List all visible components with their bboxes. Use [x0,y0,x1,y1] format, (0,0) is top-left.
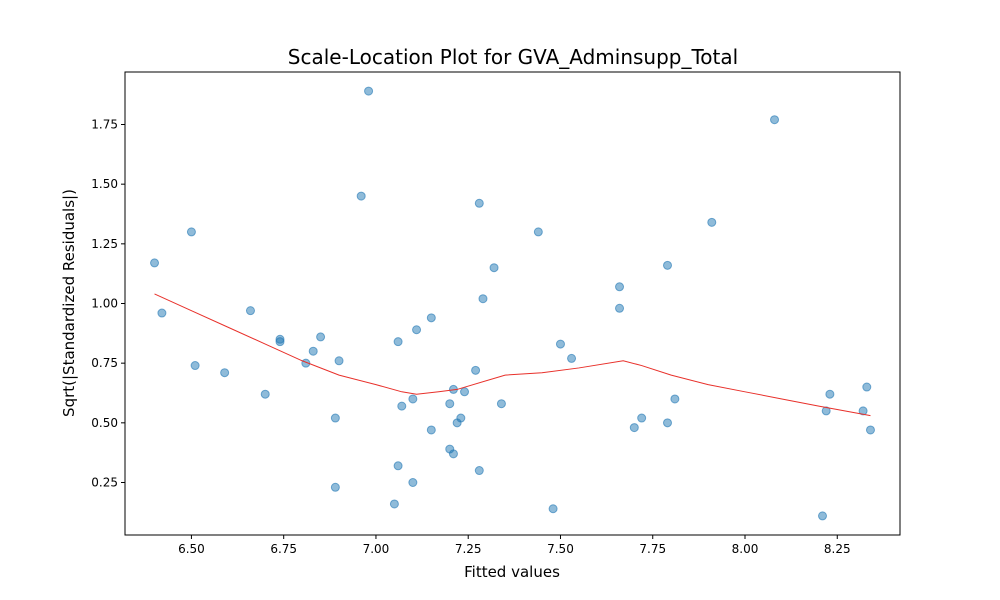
data-point-9 [275,337,285,347]
data-point-22 [408,394,418,404]
y-axis-label: Sqrt(|Standardized Residuals|) [60,189,78,417]
x-tick-label: 8.25 [824,542,851,556]
y-tick-label: 0.75 [91,356,118,370]
data-point-12 [316,332,326,342]
data-point-2 [157,308,167,318]
data-point-20 [393,337,403,347]
data-point-36 [474,466,484,476]
data-point-52 [770,115,780,125]
y-axis: 0.25 0.50 0.75 1.00 1.25 1.50 1.75 [91,118,125,489]
data-point-26 [426,425,436,435]
data-point-57 [862,382,872,392]
data-point-7 [260,389,270,399]
data-point-30 [448,449,458,459]
data-point-27 [445,399,455,409]
data-point-56 [858,406,868,416]
y-tick-label: 1.50 [91,177,118,191]
data-point-55 [825,389,835,399]
data-point-25 [426,313,436,323]
data-point-34 [471,365,481,375]
data-point-17 [364,86,374,96]
y-tick-label: 1.75 [91,118,118,132]
data-point-13 [330,413,340,423]
y-tick-label: 0.50 [91,416,118,430]
axes-frame [124,71,901,536]
data-point-23 [408,477,418,487]
x-tick-label: 7.25 [455,542,482,556]
data-point-24 [412,325,422,335]
chart-title: Scale-Location Plot for GVA_Adminsupp_To… [288,45,738,69]
data-point-6 [245,306,255,316]
plot-area [150,86,875,521]
data-point-16 [356,191,366,201]
x-tick-label: 7.75 [639,542,666,556]
data-point-18 [389,499,399,509]
data-point-39 [496,399,506,409]
y-tick-label: 1.00 [91,297,118,311]
data-point-51 [707,217,717,227]
data-point-21 [397,401,407,411]
y-tick-label: 1.25 [91,237,118,251]
data-point-1 [150,258,160,268]
y-tick-label: 0.25 [91,475,118,489]
data-point-32 [456,413,466,423]
data-point-42 [555,339,565,349]
data-point-37 [478,294,488,304]
data-point-50 [670,394,680,404]
data-point-3 [186,227,196,237]
data-point-48 [663,260,672,270]
x-tick-label: 6.75 [270,542,297,556]
x-tick-label: 7.50 [547,542,574,556]
data-point-45 [615,303,625,313]
lowess-trend-line [154,293,871,417]
x-tick-label: 6.50 [178,542,205,556]
data-point-46 [629,423,639,433]
data-point-41 [548,504,558,514]
data-point-19 [393,461,403,471]
data-point-33 [460,387,470,397]
data-point-5 [220,368,230,378]
data-point-47 [637,413,647,423]
data-point-40 [533,227,543,237]
data-point-15 [334,356,344,366]
data-point-43 [567,353,577,363]
data-point-38 [489,263,499,273]
data-point-53 [818,511,827,521]
data-point-49 [663,418,672,428]
x-tick-label: 8.00 [732,542,759,556]
data-point-11 [308,346,318,356]
x-axis-label: Fitted values [464,563,560,581]
x-tick-label: 7.00 [363,542,390,556]
data-point-54 [821,406,831,416]
data-point-35 [474,198,484,208]
data-point-4 [190,361,200,371]
data-point-44 [615,282,625,292]
x-axis: 6.50 6.75 7.00 7.25 7.50 7.75 8.00 8.25 [178,535,851,556]
data-point-14 [330,482,340,492]
data-point-58 [865,425,875,435]
